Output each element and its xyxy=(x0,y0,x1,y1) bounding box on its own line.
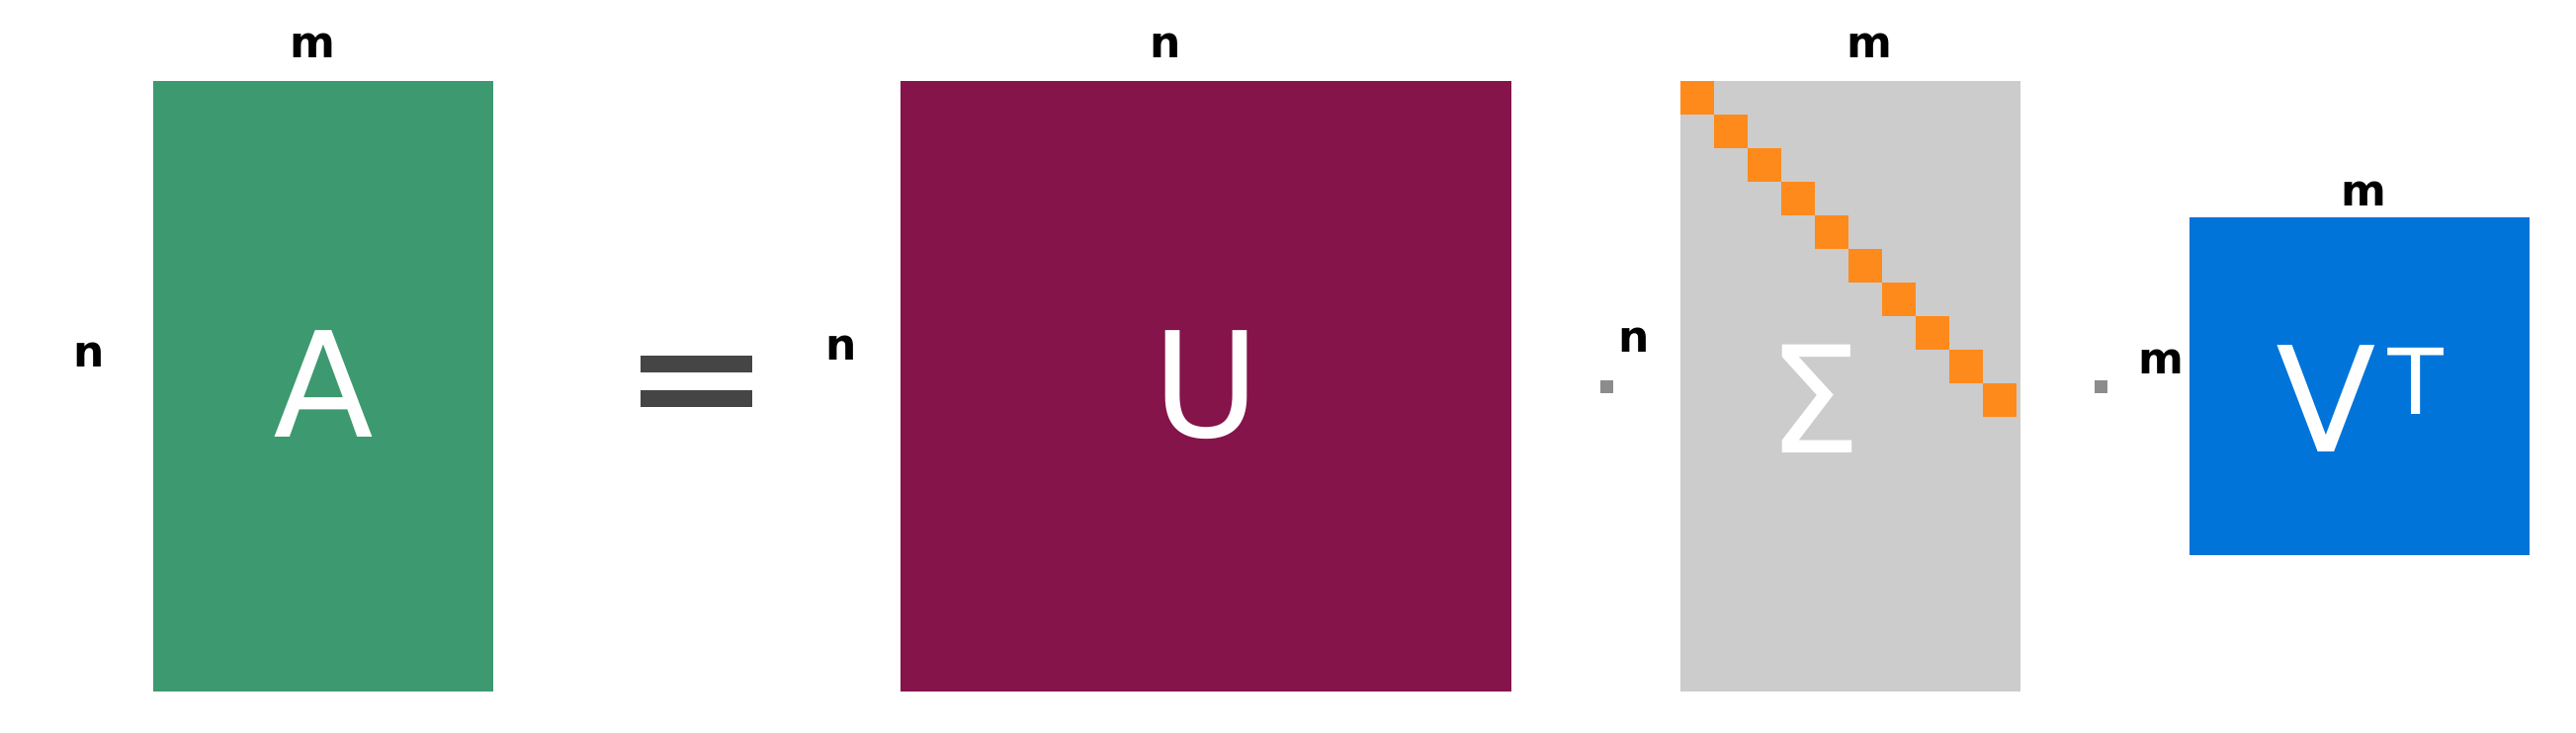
matrix-a-top-label: m xyxy=(290,18,335,68)
sigma-diagonal-cell xyxy=(1714,115,1748,148)
matrix-u-side-label: n xyxy=(825,320,857,370)
matrix-u-symbol: U xyxy=(1152,301,1260,471)
sigma-diagonal-cell xyxy=(1748,148,1781,182)
matrix-a: A xyxy=(153,81,493,692)
sigma-diagonal-cell xyxy=(1781,182,1815,215)
sigma-diagonal-cell xyxy=(1916,316,1949,350)
sigma-diagonal-cell xyxy=(1680,81,1714,115)
matrix-sigma: Σ xyxy=(1680,81,2020,692)
matrix-sigma-side-label: n xyxy=(1618,312,1650,363)
sigma-diagonal-cell xyxy=(1815,215,1848,249)
product-dot-1 xyxy=(1600,380,1613,393)
matrix-sigma-top-label: m xyxy=(1846,18,1892,68)
matrix-sigma-symbol: Σ xyxy=(1767,316,1861,488)
matrix-a-side-label: n xyxy=(73,327,105,377)
matrix-vt-top-label: m xyxy=(2341,166,2386,216)
matrix-u-top-label: n xyxy=(1150,18,1181,68)
matrix-a-symbol: A xyxy=(273,301,374,471)
sigma-diagonal-cell xyxy=(1983,383,2017,417)
matrix-u: U xyxy=(901,81,1511,692)
sigma-diagonal-cell xyxy=(1882,283,1916,316)
matrix-vt-side-label: m xyxy=(2138,334,2184,384)
product-dot-2 xyxy=(2095,380,2107,393)
equals-sign-bottom-bar xyxy=(641,390,752,407)
matrix-vt-base: V xyxy=(2275,316,2376,486)
equals-sign-top-bar xyxy=(641,356,752,372)
matrix-vt-superscript: T xyxy=(2387,330,2444,436)
sigma-diagonal-cell xyxy=(1848,249,1882,283)
sigma-diagonal-cell xyxy=(1949,350,1983,383)
